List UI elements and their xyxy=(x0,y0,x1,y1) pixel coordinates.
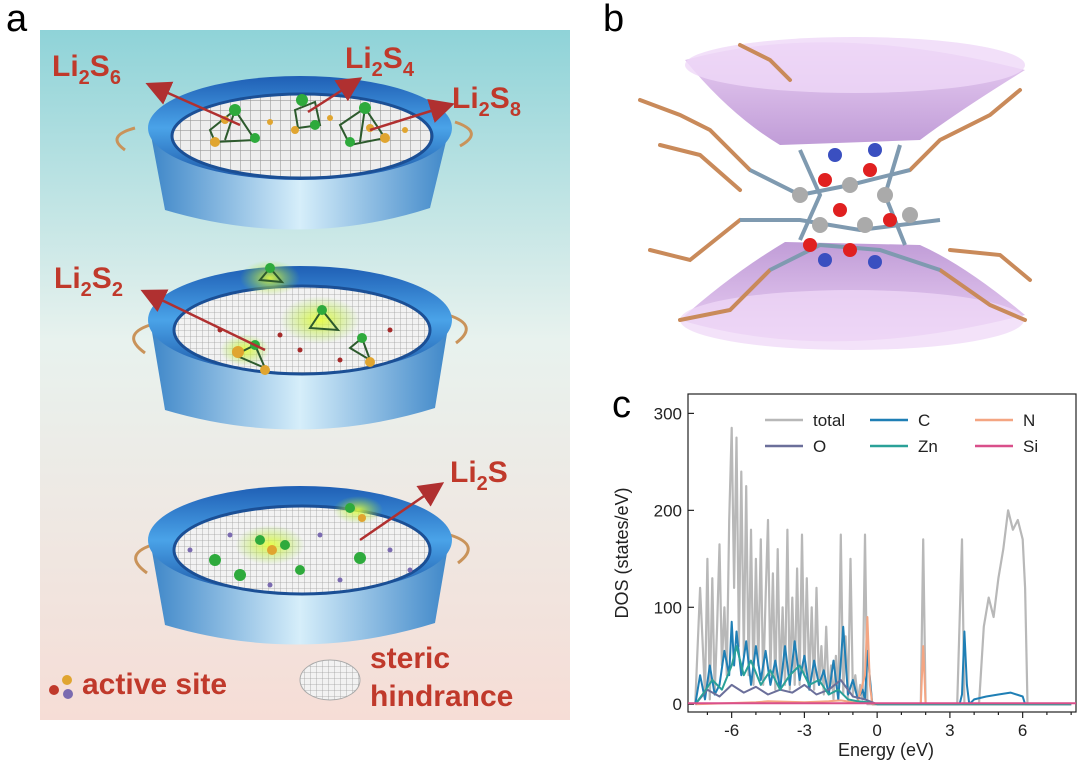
metal-oxo-core xyxy=(792,143,918,269)
x-tick-label: 0 xyxy=(872,721,881,740)
label-li2s8: Li2S8 xyxy=(452,82,521,121)
reaction-arrows xyxy=(140,77,455,542)
phenyl-arms xyxy=(638,43,1032,322)
tray-bottom xyxy=(134,486,470,645)
legend-active-site-label: active site xyxy=(82,668,227,701)
x-tick-label: -6 xyxy=(724,721,739,740)
molecular-structure xyxy=(638,37,1032,350)
x-tick-label: 6 xyxy=(1018,721,1027,740)
x-axis-ticks: -6 -3 0 3 6 xyxy=(706,712,1072,740)
tray-middle xyxy=(132,260,468,430)
legend-mesh-icon xyxy=(299,659,361,701)
y-axis-label: DOS (states/eV) xyxy=(612,487,632,618)
y-tick-label: 200 xyxy=(654,501,682,520)
legend-label-o: O xyxy=(813,437,826,456)
dos-chart: 0 100 200 300 -6 -3 0 3 6 Energy (eV) DOS (stat… xyxy=(612,393,1077,760)
dos-series xyxy=(688,426,1076,706)
label-li2s: Li2S xyxy=(450,456,508,495)
panel-label-b: b xyxy=(603,0,625,40)
legend-label-n: N xyxy=(1023,411,1035,430)
legend-hindrance-label: hindrance xyxy=(370,680,513,713)
panel-label-a: a xyxy=(6,0,28,40)
legend-active-site-icon xyxy=(49,675,73,699)
x-axis-label: Energy (eV) xyxy=(838,740,934,760)
label-li2s4: Li2S4 xyxy=(345,42,415,81)
label-li2s2: Li2S2 xyxy=(54,262,123,301)
legend-label-zn: Zn xyxy=(918,437,938,456)
series-line-zn xyxy=(694,645,1072,706)
x-tick-label: 3 xyxy=(945,721,954,740)
chart-legend: total C N O Zn Si xyxy=(765,411,1038,456)
tray-top xyxy=(115,76,473,230)
y-tick-label: 300 xyxy=(654,404,682,423)
y-axis-ticks: 0 100 200 300 xyxy=(654,404,694,714)
legend-label-total: total xyxy=(813,411,845,430)
sieve-tray-illustration: Li2S6 Li2S4 Li2S8 Li2S2 Li2S active site… xyxy=(40,30,570,720)
plot-frame xyxy=(687,393,1077,713)
legend-label-si: Si xyxy=(1023,437,1038,456)
legend-steric-label: steric xyxy=(370,642,450,675)
y-tick-label: 0 xyxy=(673,695,682,714)
series-line-o xyxy=(694,679,1072,706)
panel-label-c: c xyxy=(612,384,631,426)
legend-label-c: C xyxy=(918,411,930,430)
y-tick-label: 100 xyxy=(654,598,682,617)
x-tick-label: -3 xyxy=(797,721,812,740)
label-li2s6: Li2S6 xyxy=(52,50,121,89)
